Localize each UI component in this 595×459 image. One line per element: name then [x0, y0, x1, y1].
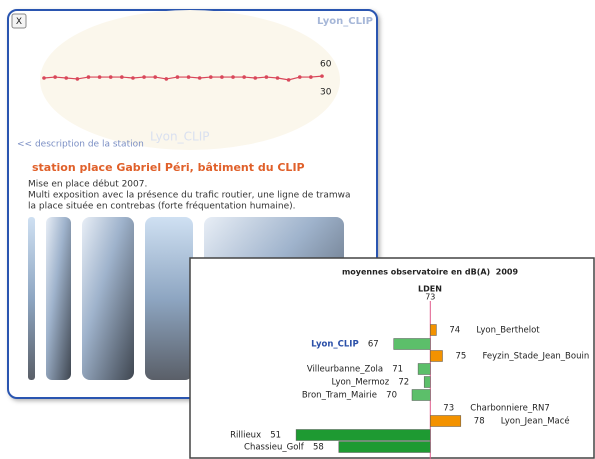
- bar: [430, 324, 437, 336]
- reference-value: 73: [425, 293, 435, 302]
- station-title: station place Gabriel Péri, bâtiment du …: [32, 161, 305, 174]
- chart-panel: [189, 257, 595, 459]
- value-label: 70: [386, 391, 397, 401]
- spark-point: [86, 75, 91, 79]
- description-link[interactable]: << description de la station: [17, 140, 144, 150]
- category-label: Rillieux: [230, 431, 261, 441]
- category-label: Charbonniere_RN7: [470, 404, 549, 414]
- spark-point: [120, 75, 124, 79]
- spark-point: [209, 75, 213, 79]
- spark-point: [131, 76, 135, 80]
- spark-point: [264, 75, 269, 79]
- bar: [295, 429, 431, 441]
- bar: [338, 441, 431, 453]
- category-label: Lyon_Mermoz: [332, 378, 390, 388]
- close-label[interactable]: X: [16, 17, 22, 27]
- spark-line: [43, 75, 323, 81]
- category-label: Feyzin_Stade_Jean_Bouin: [483, 352, 590, 362]
- bar: [417, 363, 431, 375]
- value-label: 51: [270, 431, 281, 441]
- value-label: 72: [398, 378, 409, 388]
- photo: [145, 217, 193, 380]
- bar: [393, 338, 431, 350]
- chart: 73 74 Lyon_Berthelot 67 Lyon_CLIP 75 Feyzin_St…: [230, 293, 589, 459]
- bar: [430, 350, 443, 362]
- spark-point: [197, 76, 202, 80]
- photo: [28, 217, 35, 380]
- spark-point: [253, 76, 258, 80]
- category-label: Lyon_Berthelot: [476, 326, 540, 336]
- bar: [423, 376, 431, 388]
- spark-point: [75, 77, 80, 81]
- value-label: 67: [368, 340, 379, 350]
- spark-point: [297, 75, 302, 79]
- category-label: Bron_Tram_Mairie: [302, 391, 377, 401]
- spark-point: [320, 74, 324, 78]
- bar: [411, 389, 431, 401]
- spark-tick-label: 30: [320, 88, 332, 98]
- spark-point: [231, 75, 235, 79]
- spark-point: [275, 76, 280, 80]
- value-label: 74: [449, 326, 460, 336]
- value-label: 73: [443, 404, 454, 414]
- station-label: Lyon_CLIP: [317, 16, 373, 27]
- spark-point: [142, 75, 146, 79]
- reference-label: LDEN: [418, 285, 442, 294]
- spark-point: [64, 76, 69, 80]
- value-label: 75: [456, 352, 467, 362]
- spark-point: [53, 75, 57, 79]
- description-line: Mise en place début 2007.: [28, 179, 147, 190]
- spark-point: [153, 75, 157, 79]
- chart-title: moyennes observatoire en dB(A) 2009: [342, 268, 519, 277]
- value-label: 78: [474, 417, 485, 427]
- spark-point: [186, 75, 191, 79]
- sparkline: 30 60: [42, 60, 332, 98]
- spark-point: [286, 78, 291, 82]
- bar: [430, 415, 462, 427]
- category-label: Villeurbanne_Zola: [307, 365, 383, 375]
- photo: [46, 217, 71, 380]
- description-line: Multi exposition avec la présence du tra…: [28, 190, 351, 201]
- category-label: Lyon_Jean_Macé: [501, 416, 570, 427]
- category-label: Lyon_CLIP: [311, 340, 359, 350]
- spark-tick-label: 60: [320, 60, 332, 70]
- spark-point: [309, 75, 313, 79]
- spark-point: [164, 77, 169, 81]
- map-background: [40, 10, 340, 150]
- spark-point: [108, 75, 113, 79]
- category-label: Chassieu_Golf: [244, 443, 305, 453]
- spark-point: [242, 75, 246, 79]
- description-line: la place située en contrebas (forte fréq…: [28, 201, 296, 212]
- close-button[interactable]: [11, 13, 27, 29]
- value-label: 58: [313, 443, 324, 453]
- photo: [82, 217, 134, 380]
- spark-point: [175, 75, 180, 79]
- spark-point: [97, 75, 102, 79]
- watermark: Lyon_CLIP: [150, 130, 209, 144]
- value-label: 71: [392, 365, 403, 375]
- spark-point: [42, 76, 46, 80]
- spark-point: [220, 75, 224, 79]
